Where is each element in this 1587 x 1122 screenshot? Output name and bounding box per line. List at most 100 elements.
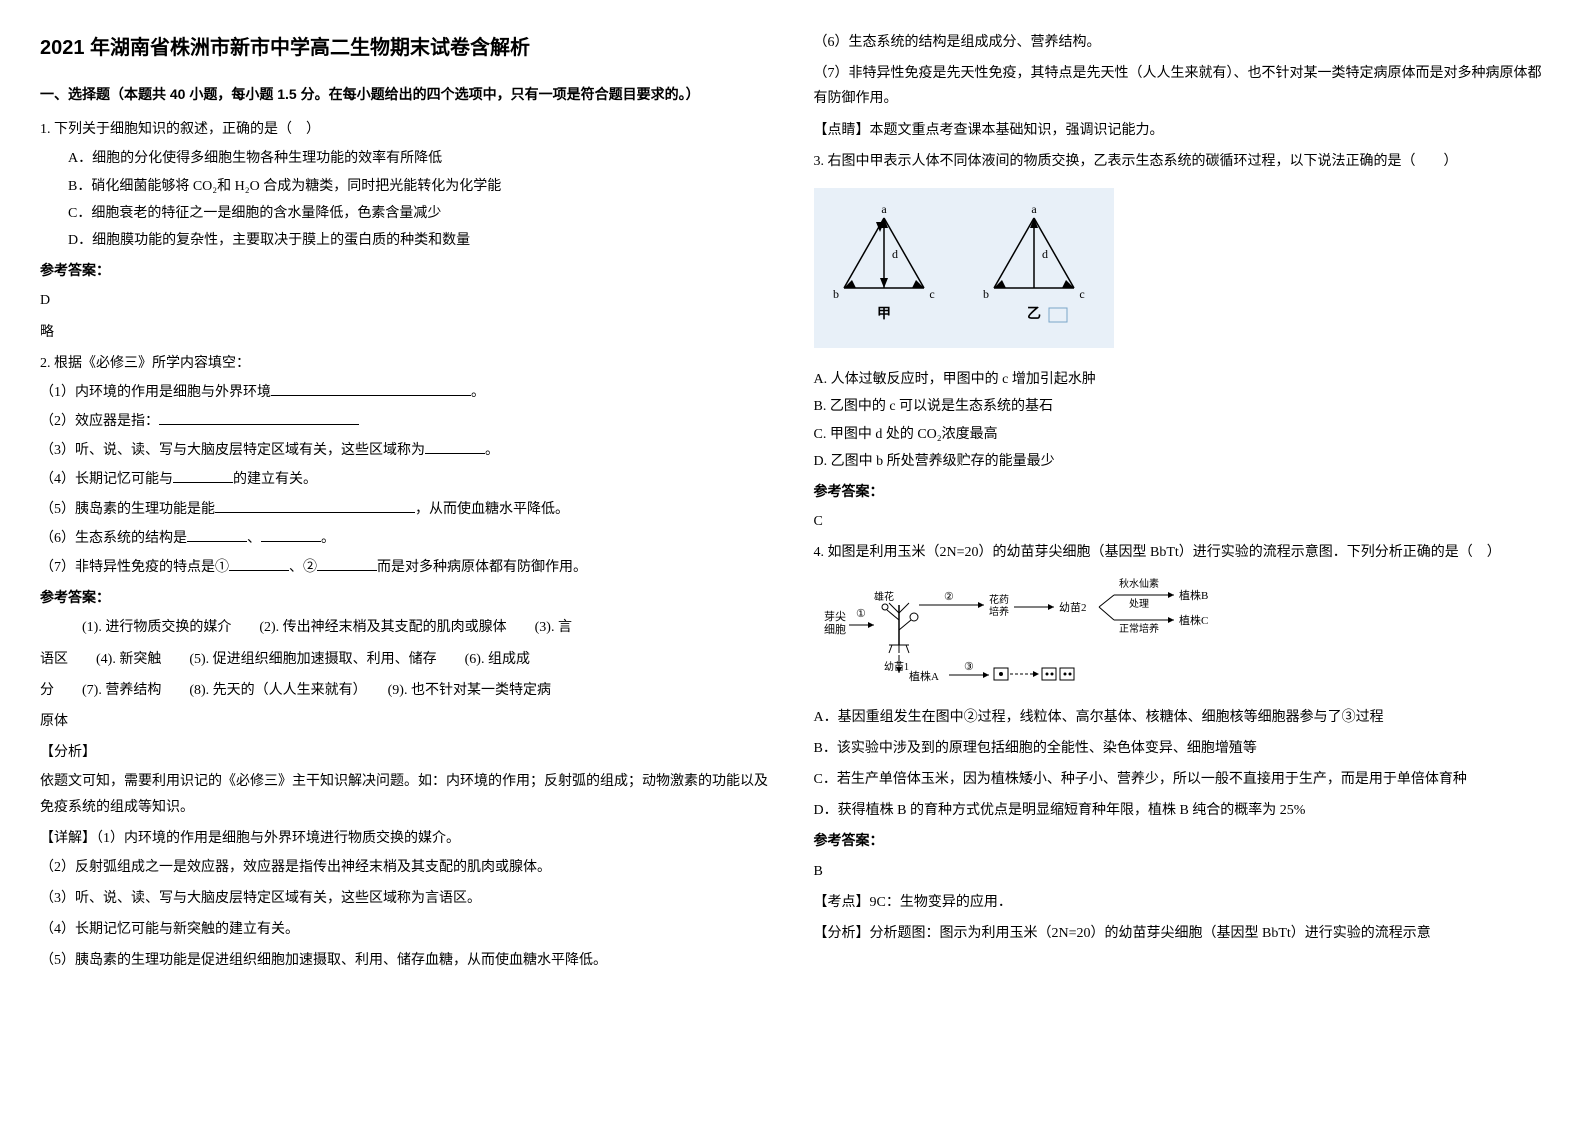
right-column: （6）生态系统的结构是组成成分、营养结构。 （7）非特异性免疫是先天性免疫，其特… — [814, 30, 1548, 980]
section-header: 一、选择题（本题共 40 小题，每小题 1.5 分。在每小题给出的四个选项中，只… — [40, 82, 774, 107]
q3-stem: 3. 右图中甲表示人体不同体液间的物质交换，乙表示生态系统的碳循环过程，以下说法… — [814, 149, 1548, 174]
q1-option-d: D．细胞膜功能的复杂性，主要取决于膜上的蛋白质的种类和数量 — [40, 228, 774, 253]
svg-text:乙: 乙 — [1027, 306, 1041, 322]
q4-answer-label: 参考答案： — [814, 829, 1548, 854]
blank — [229, 557, 289, 571]
blank — [271, 382, 471, 396]
svg-text:d: d — [892, 247, 898, 261]
svg-text:幼苗1: 幼苗1 — [884, 660, 909, 673]
blank — [215, 499, 415, 513]
q2-point: 【点睛】本题文重点考查课本基础知识，强调识记能力。 — [814, 118, 1548, 143]
blank — [159, 411, 359, 425]
q2-sub6-mid: 、 — [247, 531, 261, 546]
q1-brief: 略 — [40, 320, 774, 345]
svg-text:秋水仙素: 秋水仙素 — [1119, 577, 1159, 590]
q1-answer: D — [40, 288, 774, 313]
q2-sub4-text: （4）长期记忆可能与 — [40, 472, 173, 487]
q4-point: 【考点】9C：生物变异的应用． — [814, 890, 1548, 915]
svg-text:b: b — [983, 287, 989, 301]
q2-sub6-end: 。 — [321, 531, 335, 546]
q2-sub7-mid: 、② — [289, 560, 317, 575]
q2-stem: 2. 根据《必修三》所学内容填空： — [40, 351, 774, 376]
q4-stem: 4. 如图是利用玉米（2N=20）的幼苗芽尖细胞（基因型 BbTt）进行实验的流… — [814, 540, 1548, 565]
q4-answer: B — [814, 859, 1548, 884]
question-3: 3. 右图中甲表示人体不同体液间的物质交换，乙表示生态系统的碳循环过程，以下说法… — [814, 149, 1548, 535]
q2-answer-label: 参考答案： — [40, 586, 774, 611]
q3-option-c: C. 甲图中 d 处的 CO₂浓度最高 — [814, 422, 1548, 447]
q2-sub1-end: 。 — [471, 385, 485, 400]
svg-text:③: ③ — [964, 661, 974, 673]
svg-text:植株B: 植株B — [1179, 588, 1208, 602]
svg-text:植株C: 植株C — [1179, 613, 1208, 627]
q2-sub4-end: 的建立有关。 — [233, 472, 317, 487]
q1-option-b: B．硝化细菌能够将 CO₂和 H₂O 合成为糖类，同时把光能转化为化学能 — [40, 174, 774, 199]
q2-sub3: （3）听、说、读、写与大脑皮层特定区域有关，这些区域称为 。 — [40, 438, 774, 463]
svg-text:②: ② — [944, 591, 954, 603]
q2-detail2: （2）反射弧组成之一是效应器，效应器是指传出神经末梢及其支配的肌肉或腺体。 — [40, 855, 774, 880]
q2-sub1-text: （1）内环境的作用是细胞与外界环境 — [40, 385, 271, 400]
q2-detail6: （6）生态系统的结构是组成成分、营养结构。 — [814, 30, 1548, 55]
svg-text:芽尖: 芽尖 — [824, 609, 846, 623]
q4-option-b: B．该实验中涉及到的原理包括细胞的全能性、染色体变异、细胞增殖等 — [814, 736, 1548, 761]
q3-option-b: B. 乙图中的 c 可以说是生态系统的基石 — [814, 394, 1548, 419]
question-4: 4. 如图是利用玉米（2N=20）的幼苗芽尖细胞（基因型 BbTt）进行实验的流… — [814, 540, 1548, 946]
q3-diagram: a b c d 甲 a b c — [814, 188, 1114, 348]
svg-text:幼苗2: 幼苗2 — [1059, 601, 1087, 614]
blank — [187, 528, 247, 542]
q2-detail3: （3）听、说、读、写与大脑皮层特定区域有关，这些区域称为言语区。 — [40, 886, 774, 911]
q2-ans1: (1). 进行物质交换的媒介 (2). 传出神经末梢及其支配的肌肉或腺体 (3)… — [40, 615, 774, 640]
svg-text:d: d — [1042, 247, 1048, 261]
q4-option-a: A．基因重组发生在图中②过程，线粒体、高尔基体、核糖体、细胞核等细胞器参与了③过… — [814, 705, 1548, 730]
q2-detail7: （7）非特异性免疫是先天性免疫，其特点是先天性（人人生来就有）、也不针对某一类特… — [814, 61, 1548, 111]
svg-text:植株A: 植株A — [909, 669, 939, 683]
svg-text:培养: 培养 — [989, 605, 1009, 618]
q2-sub4: （4）长期记忆可能与 的建立有关。 — [40, 467, 774, 492]
blank — [261, 528, 321, 542]
q4-option-d: D．获得植株 B 的育种方式优点是明显缩短育种年限，植株 B 纯合的概率为 25… — [814, 798, 1548, 823]
left-column: 2021 年湖南省株洲市新市中学高二生物期末试卷含解析 一、选择题（本题共 40… — [40, 30, 774, 980]
q2-sub3-end: 。 — [485, 443, 499, 458]
q3-answer: C — [814, 509, 1548, 534]
q2-sub2-text: （2）效应器是指： — [40, 414, 159, 429]
question-2: 2. 根据《必修三》所学内容填空： （1）内环境的作用是细胞与外界环境。 （2）… — [40, 351, 774, 974]
svg-text:①: ① — [856, 608, 866, 620]
q4-diagram: 芽尖 细胞 ① 雄花 — [814, 575, 1548, 694]
q2-detail1: 【详解】（1）内环境的作用是细胞与外界环境进行物质交换的媒介。 — [40, 826, 774, 851]
svg-text:正常培养: 正常培养 — [1119, 622, 1159, 635]
svg-text:花药: 花药 — [989, 593, 1009, 606]
q3-option-d: D. 乙图中 b 所处营养级贮存的能量最少 — [814, 449, 1548, 474]
q1-option-a: A．细胞的分化使得多细胞生物各种生理功能的效率有所降低 — [40, 146, 774, 171]
q2-analysis: 依题文可知，需要利用识记的《必修三》主干知识解决问题。如：内环境的作用；反射弧的… — [40, 769, 774, 819]
q2-sub1: （1）内环境的作用是细胞与外界环境 。 — [40, 380, 774, 405]
svg-text:处理: 处理 — [1129, 598, 1149, 610]
svg-text:a: a — [1031, 202, 1037, 216]
q2-sub7-end: 而是对多种病原体都有防御作用。 — [377, 560, 587, 575]
blank — [425, 440, 485, 454]
svg-text:b: b — [833, 287, 839, 301]
q2-analysis-label: 【分析】 — [40, 740, 774, 765]
q2-ans1-text: (1). 进行物质交换的媒介 (2). 传出神经末梢及其支配的肌肉或腺体 (3)… — [82, 620, 572, 635]
q2-sub5-text: （5）胰岛素的生理功能是能 — [40, 502, 215, 517]
q1-answer-label: 参考答案： — [40, 259, 774, 284]
q2-ans2: 语区 (4). 新突触 (5). 促进组织细胞加速摄取、利用、储存 (6). 组… — [40, 647, 774, 672]
q2-sub5: （5）胰岛素的生理功能是能 ，从而使血糖水平降低。 — [40, 497, 774, 522]
svg-text:细胞: 细胞 — [824, 623, 846, 636]
q2-ans3: 分 (7). 营养结构 (8). 先天的（人人生来就有） (9). 也不针对某一… — [40, 678, 774, 703]
svg-text:甲: 甲 — [877, 306, 891, 322]
q2-sub7: （7）非特异性免疫的特点是① 、② 而是对多种病原体都有防御作用。 — [40, 555, 774, 580]
blank — [173, 469, 233, 483]
svg-text:c: c — [929, 287, 934, 301]
q2-detail4: （4）长期记忆可能与新突触的建立有关。 — [40, 917, 774, 942]
svg-text:雄花: 雄花 — [874, 590, 894, 603]
q2-ans4: 原体 — [40, 709, 774, 734]
svg-text:c: c — [1079, 287, 1084, 301]
q2-sub3-text: （3）听、说、读、写与大脑皮层特定区域有关，这些区域称为 — [40, 443, 425, 458]
blank — [317, 557, 377, 571]
q1-stem: 1. 下列关于细胞知识的叙述，正确的是（ ） — [40, 117, 774, 142]
q4-option-c: C．若生产单倍体玉米，因为植株矮小、种子小、营养少，所以一般不直接用于生产，而是… — [814, 767, 1548, 792]
q2-sub6-text: （6）生态系统的结构是 — [40, 531, 187, 546]
q2-sub5-end: ，从而使血糖水平降低。 — [415, 502, 569, 517]
q2-sub7-text: （7）非特异性免疫的特点是① — [40, 560, 229, 575]
q1-option-c: C．细胞衰老的特征之一是细胞的含水量降低，色素含量减少 — [40, 201, 774, 226]
svg-text:a: a — [881, 202, 887, 216]
